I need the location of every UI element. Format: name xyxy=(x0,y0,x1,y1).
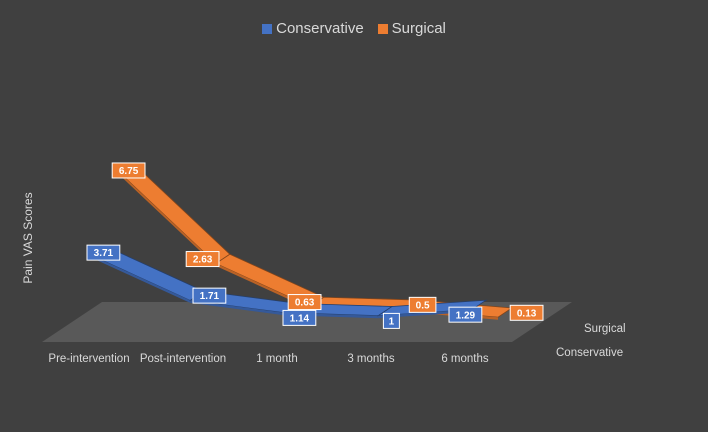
legend-item-surgical: Surgical xyxy=(377,20,446,37)
x-tick-label: 1 month xyxy=(256,353,298,365)
legend-item-conservative: Conservative xyxy=(262,20,364,37)
conservative-data-label-box xyxy=(86,244,121,261)
x-tick-label: Pre-intervention xyxy=(48,353,129,365)
conservative-data-label-box xyxy=(448,306,483,323)
conservative-data-label: 3.71 xyxy=(94,248,114,259)
x-tick-label: 3 months xyxy=(347,353,395,365)
conservative-data-label: 1.14 xyxy=(290,313,310,324)
depth-label-surgical: Surgical xyxy=(584,323,626,335)
conservative-ribbon-edge xyxy=(96,257,191,303)
legend-swatch-conservative xyxy=(262,23,273,34)
conservative-data-label: 1.29 xyxy=(456,310,476,321)
surgical-ribbon-edge xyxy=(216,263,310,309)
legend-swatch-surgical xyxy=(377,23,388,34)
conservative-data-label-box xyxy=(282,309,317,326)
surgical-data-label: 0.13 xyxy=(517,308,537,319)
legend-label-conservative: Conservative xyxy=(276,20,364,37)
surgical-data-label-box xyxy=(509,304,544,321)
surgical-data-label: 0.5 xyxy=(416,300,430,311)
surgical-data-label-box xyxy=(185,251,220,268)
surgical-data-label-box xyxy=(287,294,322,311)
surgical-data-label: 6.75 xyxy=(119,166,139,177)
conservative-data-label-box xyxy=(382,312,400,329)
legend-label-surgical: Surgical xyxy=(391,20,446,37)
conservative-data-label: 1.71 xyxy=(200,291,220,302)
surgical-data-label-box xyxy=(408,296,437,313)
legend: Conservative Surgical xyxy=(0,20,708,37)
x-tick-label: 6 months xyxy=(441,353,489,365)
surgical-data-label-box xyxy=(111,162,146,179)
surgical-data-label: 0.63 xyxy=(295,298,315,309)
conservative-ribbon-edge xyxy=(190,300,285,316)
surgical-data-label: 2.63 xyxy=(193,255,213,266)
conservative-data-label-box xyxy=(192,287,227,304)
x-tick-label: Post-intervention xyxy=(140,353,226,365)
conservative-data-label: 1 xyxy=(389,317,395,328)
surgical-ribbon-edge xyxy=(122,174,216,266)
surgical-ribbon-segment xyxy=(121,165,231,264)
depth-label-conservative: Conservative xyxy=(556,347,623,359)
